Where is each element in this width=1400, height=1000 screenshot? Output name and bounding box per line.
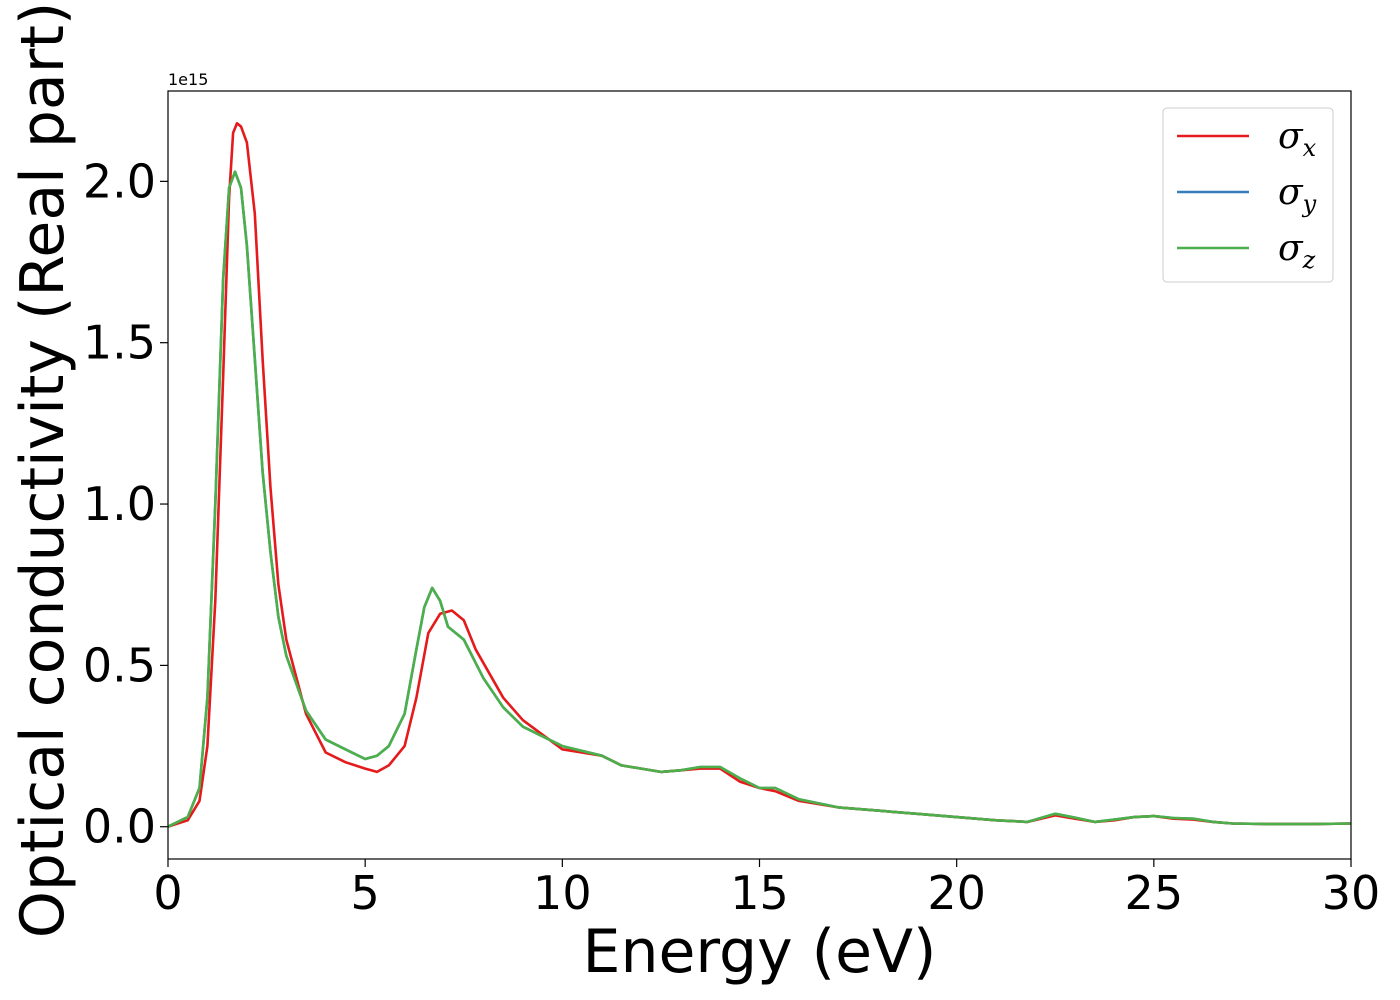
x-tick-label: 20 [927,866,986,920]
y-tick-label: 1.0 [83,477,156,531]
legend-label: σy [1278,172,1317,218]
x-tick-label: 5 [351,866,380,920]
x-tick-label: 10 [533,866,592,920]
x-axis-title: Energy (eV) [583,917,937,987]
x-tick-label: 15 [730,866,789,920]
y-tick-label: 2.0 [83,154,156,208]
x-tick-label: 30 [1322,866,1381,920]
y-tick-label: 0.5 [83,638,156,692]
y-tick-label: 0.0 [83,800,156,854]
legend-box [1162,107,1334,283]
y-axis: 0.0 0.5 1.0 1.5 2.0 [83,154,168,854]
legend-label: σx [1278,116,1317,162]
y-offset-label: 1e15 [168,70,208,89]
x-axis: 0 5 10 15 20 25 30 [153,859,1380,920]
plot-lines [167,122,1352,828]
series-line-z [167,170,1352,828]
y-axis-title: Optical conductivity (Real part) [8,2,78,939]
y-tick-label: 1.5 [83,316,156,370]
x-tick-label: 25 [1125,866,1184,920]
x-tick-label: 0 [153,866,182,920]
